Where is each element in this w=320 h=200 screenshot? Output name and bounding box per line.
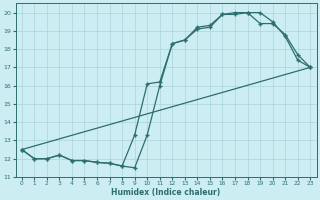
X-axis label: Humidex (Indice chaleur): Humidex (Indice chaleur)	[111, 188, 221, 197]
